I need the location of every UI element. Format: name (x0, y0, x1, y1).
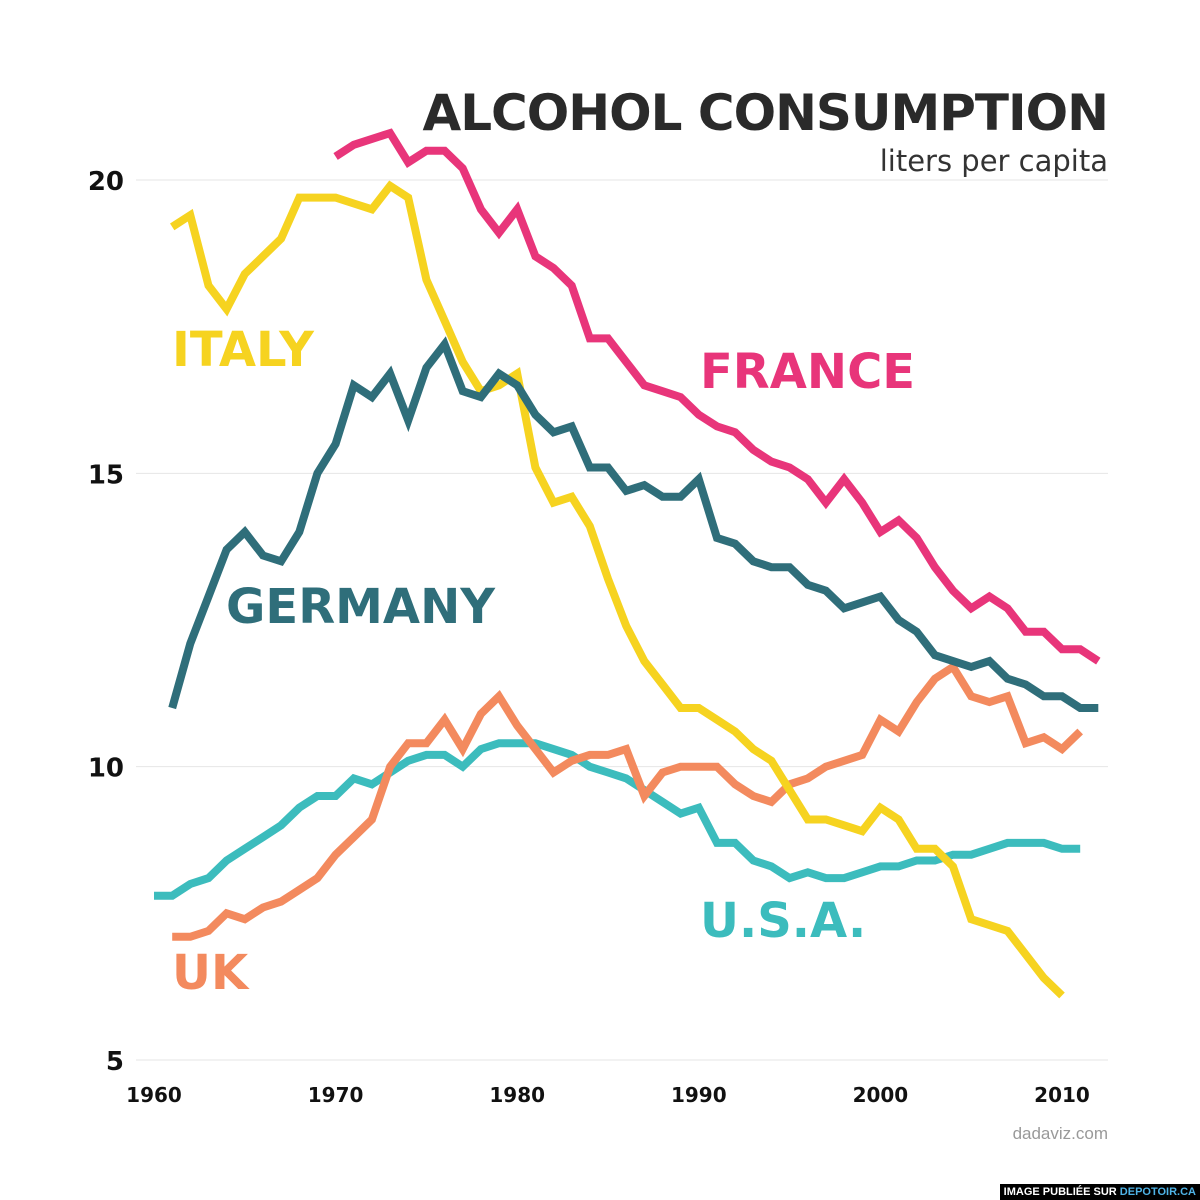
chart-title: ALCOHOL CONSUMPTION (422, 84, 1109, 142)
series-line-usa (154, 739, 1081, 900)
watermark-prefix: IMAGE PUBLIÉE SUR (1003, 1186, 1120, 1198)
series-label-uk: UK (172, 945, 250, 1001)
chart-subtitle: liters per capita (879, 144, 1108, 178)
series-label-germany: GERMANY (226, 579, 496, 635)
x-tick-label: 1990 (671, 1083, 727, 1107)
series-labels: FRANCE ITALY GERMANY UK U.S.A. (172, 322, 915, 1001)
y-tick-label: 20 (88, 167, 124, 197)
series-label-italy: ITALY (172, 322, 315, 378)
series-label-france: FRANCE (700, 344, 915, 400)
watermark-banner: IMAGE PUBLIÉE SUR DEPOTOIR.CA (999, 1184, 1200, 1200)
y-tick-label: 5 (106, 1047, 124, 1077)
gridlines (136, 179, 1108, 1061)
watermark-site: DEPOTOIR.CA (1119, 1186, 1196, 1198)
x-tick-label: 2010 (1034, 1083, 1090, 1107)
series-line-uk (172, 661, 1083, 941)
series-line-france (333, 128, 1101, 665)
x-tick-label: 1980 (489, 1083, 545, 1107)
source-credit: dadaviz.com (1012, 1124, 1108, 1143)
x-tick-label: 1970 (308, 1083, 364, 1107)
y-axis: 5 10 15 20 (88, 167, 124, 1077)
series-label-usa: U.S.A. (700, 893, 866, 949)
series-lines (154, 128, 1101, 999)
series-line-italy (170, 180, 1065, 999)
x-tick-label: 2000 (853, 1083, 909, 1107)
y-tick-label: 15 (88, 460, 124, 490)
x-tick-label: 1960 (126, 1083, 182, 1107)
x-axis: 1960 1970 1980 1990 2000 2010 (126, 1083, 1090, 1107)
series-line-germany (168, 336, 1099, 712)
y-tick-label: 10 (88, 754, 124, 784)
